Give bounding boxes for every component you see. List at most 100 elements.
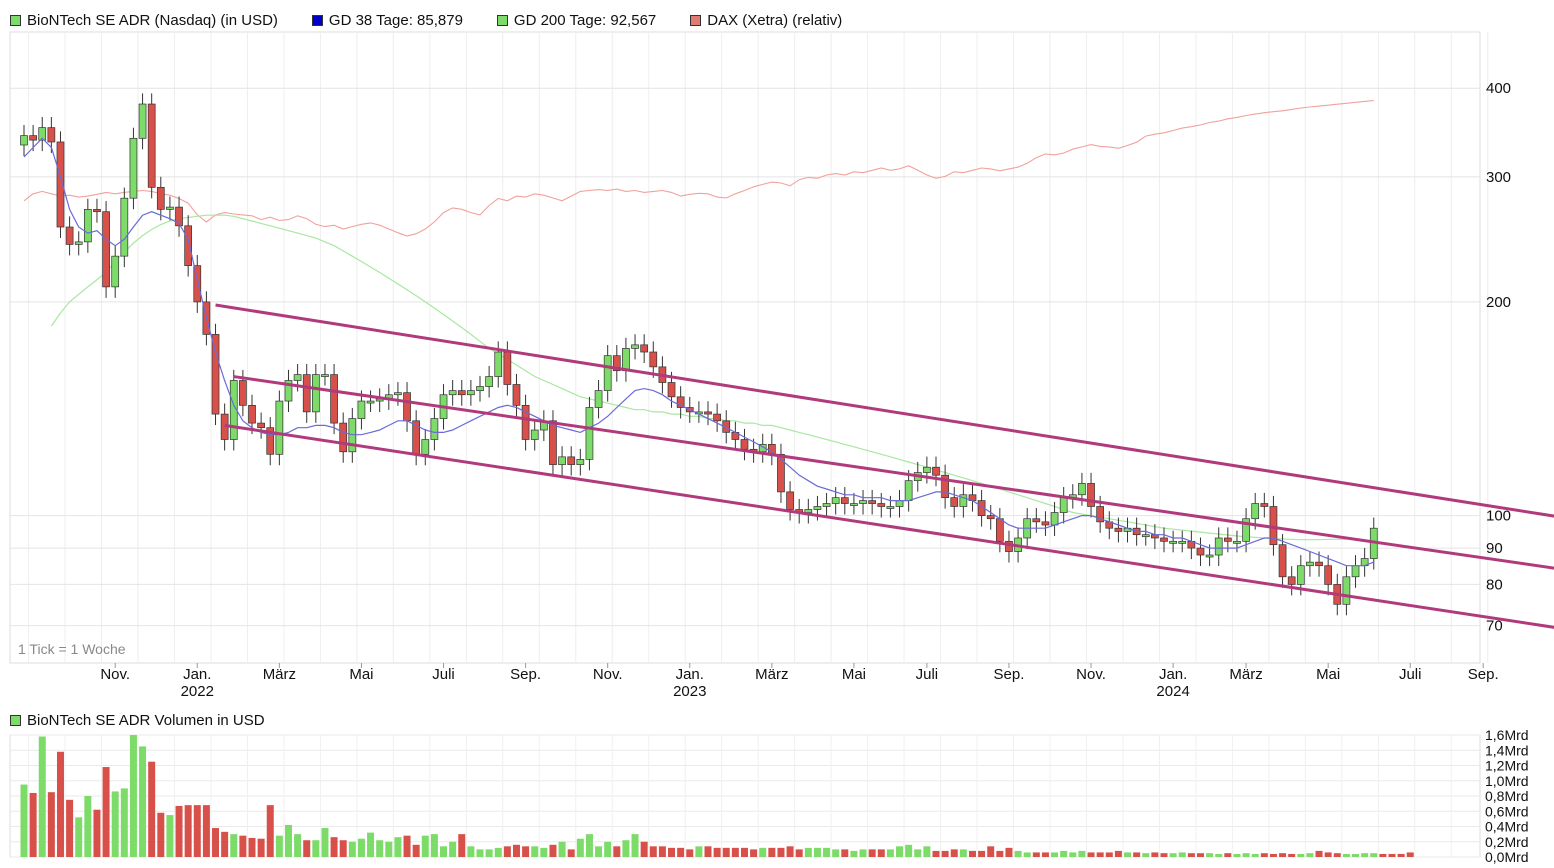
x-tick-label: Mai xyxy=(349,666,373,683)
candle-body xyxy=(239,380,247,406)
candle-body xyxy=(394,392,402,396)
volume-bar xyxy=(1133,852,1141,857)
volume-bar xyxy=(394,837,402,857)
price-legend: BioNTech SE ADR (Nasdaq) (in USD) GD 38 … xyxy=(10,10,876,30)
volume-bar xyxy=(248,837,256,857)
candle-body xyxy=(1041,521,1050,526)
volume-bar xyxy=(768,847,776,857)
candle-body xyxy=(138,103,147,139)
volume-bar xyxy=(604,841,612,857)
candle-body xyxy=(1324,565,1333,585)
candle-body xyxy=(467,390,475,396)
volume-bar xyxy=(886,849,894,857)
candle-body xyxy=(622,348,630,372)
legend-item-biontech[interactable]: BioNTech SE ADR (Nasdaq) (in USD) xyxy=(10,12,278,29)
volume-bar xyxy=(266,805,274,857)
volume-bar xyxy=(303,840,311,857)
volume-bar xyxy=(759,847,767,857)
volume-bar xyxy=(312,840,320,857)
volume-bar xyxy=(239,835,247,857)
volume-bar xyxy=(1096,852,1104,857)
candle-body xyxy=(65,226,74,245)
volume-bar xyxy=(549,844,557,857)
dax-line-layer xyxy=(23,99,1374,237)
candle-body xyxy=(184,225,193,266)
candle-body xyxy=(1278,544,1287,578)
volume-bar xyxy=(786,846,794,857)
legend-label-gd38: GD 38 Tage: 85,879 xyxy=(328,11,463,29)
candle-body xyxy=(229,380,238,440)
candle-body xyxy=(649,351,658,368)
volume-bar xyxy=(47,792,55,857)
volume-bar xyxy=(212,828,220,857)
volume-bar xyxy=(1169,853,1177,857)
volume-bar xyxy=(1005,847,1013,857)
volume-bar xyxy=(905,844,913,857)
candle-body xyxy=(704,411,712,415)
volume-tick-label: 0,6Mrd xyxy=(1485,803,1529,819)
candle-body xyxy=(257,422,265,429)
volume-bar xyxy=(558,841,566,857)
candle-body xyxy=(248,404,256,424)
candle-body xyxy=(786,491,794,510)
candle-body xyxy=(813,506,822,510)
candle-body xyxy=(567,456,576,465)
candle-body xyxy=(986,515,995,520)
volume-bar xyxy=(157,812,165,857)
candle-body xyxy=(868,500,877,504)
volume-bar xyxy=(1124,852,1132,857)
x-tick-label: Juli xyxy=(1399,666,1422,683)
volume-bar xyxy=(294,834,302,857)
candle-body xyxy=(1059,497,1068,513)
volume-bar xyxy=(84,796,92,857)
x-tick-label: Mai xyxy=(1316,666,1340,683)
candle-body xyxy=(886,506,895,509)
candle-body xyxy=(302,374,311,413)
legend-label-gd200: GD 200 Tage: 92,567 xyxy=(513,11,657,29)
volume-bar xyxy=(476,849,484,857)
volume-tick-label: 1,2Mrd xyxy=(1485,758,1529,774)
candle-body xyxy=(38,127,47,141)
volume-tick-label: 1,6Mrd xyxy=(1485,727,1529,743)
x-tick-label: Juli xyxy=(432,666,455,683)
volume-tick-label: 0,8Mrd xyxy=(1485,788,1529,804)
volume-bar xyxy=(731,847,739,857)
volume-bar xyxy=(56,751,64,857)
candle-body xyxy=(521,404,530,440)
candle-body xyxy=(923,466,931,473)
trend-channel-layer xyxy=(215,303,1554,629)
volume-bar xyxy=(1023,852,1031,857)
candle-body xyxy=(676,396,685,408)
legend-item-gd200[interactable]: GD 200 Tage: 92,567 xyxy=(496,11,657,29)
candle-body xyxy=(20,135,28,146)
x-tick-label: März xyxy=(1229,666,1262,683)
volume-bar xyxy=(93,809,101,857)
legend-item-gd38[interactable]: GD 38 Tage: 85,879 xyxy=(311,11,463,29)
volume-bar xyxy=(367,832,375,857)
candle-body xyxy=(156,187,165,210)
volume-bar xyxy=(440,846,448,857)
volume-bar xyxy=(668,847,676,857)
candle-body xyxy=(1315,561,1323,567)
candle-body xyxy=(56,141,65,228)
candle-body xyxy=(603,355,612,391)
candle-body xyxy=(1050,512,1059,526)
legend-item-dax[interactable]: DAX (Xetra) (relativ) xyxy=(690,12,842,29)
volume-bar xyxy=(339,840,347,857)
candle-body xyxy=(1178,540,1187,544)
volume-bar xyxy=(221,831,229,857)
candle-body xyxy=(1296,565,1305,585)
candle-body xyxy=(430,418,439,440)
volume-bar xyxy=(1251,853,1259,857)
volume-bar xyxy=(968,850,976,857)
volume-bar xyxy=(686,849,694,857)
candle-body xyxy=(558,456,566,465)
candle-body xyxy=(494,351,503,377)
y-tick-label: 400 xyxy=(1486,80,1511,97)
volume-bar xyxy=(184,805,192,857)
candle-body xyxy=(1214,537,1223,556)
volume-bar xyxy=(485,849,493,857)
y-tick-label: 100 xyxy=(1486,508,1511,525)
legend-label-dax: DAX (Xetra) (relativ) xyxy=(707,11,843,29)
